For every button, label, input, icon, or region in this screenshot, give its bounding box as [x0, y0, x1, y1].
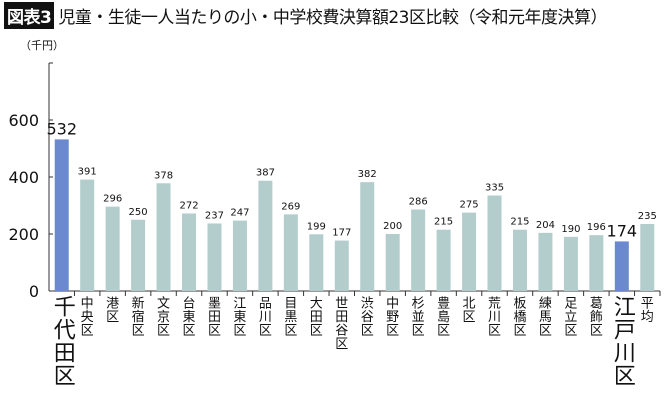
bar: [589, 235, 604, 291]
data-label: 335: [485, 183, 504, 194]
bar: [258, 180, 273, 291]
chart-title: 図表3 児童・生徒一人当たりの小・中学校費決算額23区比較（令和元年度決算）: [4, 1, 607, 29]
x-tick-label: 墨田区: [208, 296, 221, 338]
data-label: 269: [281, 201, 300, 212]
x-tick-label: 江東区: [233, 296, 246, 338]
data-label: 204: [536, 220, 555, 231]
x-tick-label: 大田区: [310, 296, 323, 338]
bar: [207, 223, 222, 291]
x-tick-label: 文京区: [157, 296, 170, 338]
data-label: 247: [230, 208, 249, 219]
bar: [309, 234, 324, 291]
bar: [232, 220, 247, 291]
data-label: 174: [607, 221, 638, 240]
data-label: 272: [179, 200, 198, 211]
title-text: 児童・生徒一人当たりの小・中学校費決算額23区比較（令和元年度決算）: [58, 7, 607, 28]
bar: [436, 229, 451, 291]
x-tick-label: 板橋区: [513, 296, 526, 338]
x-tick-label: 新宿区: [132, 295, 145, 338]
figure-badge: 図表3: [4, 1, 55, 29]
bar: [462, 212, 477, 291]
bar: [334, 240, 349, 291]
bar: [640, 224, 655, 291]
bar: [156, 183, 171, 291]
y-tick-label: 0: [29, 282, 39, 301]
bar: [512, 229, 527, 291]
x-tick-label: 平均: [641, 296, 654, 325]
x-tick-label: 北区: [463, 296, 476, 325]
data-label: 190: [561, 224, 580, 235]
data-label: 215: [510, 217, 529, 228]
bar: [385, 234, 400, 291]
x-tick-label-highlighted: 千代田区: [49, 295, 75, 387]
bar: [360, 182, 375, 291]
bar: [80, 179, 95, 291]
data-label: 532: [46, 119, 77, 138]
x-tick-label: 台東区: [183, 296, 196, 338]
bar: [182, 213, 197, 291]
x-tick-label: 中央区: [81, 296, 94, 338]
x-tick-label-highlighted: 江戸川区: [609, 295, 635, 387]
bar: [54, 139, 69, 291]
data-label: 391: [78, 167, 97, 178]
x-tick-label: 豊島区: [437, 296, 450, 338]
x-tick-label: 葛飾区: [590, 296, 603, 338]
y-tick-label: 600: [8, 111, 39, 130]
data-label: 382: [358, 169, 377, 180]
data-label: 237: [205, 210, 224, 221]
data-label: 235: [638, 211, 657, 222]
data-label: 296: [103, 194, 122, 205]
bar: [563, 236, 578, 291]
x-tick-label: 杉並区: [412, 296, 425, 338]
data-label: 200: [383, 221, 402, 232]
x-tick-label: 足立区: [564, 296, 577, 338]
x-tick-label: 荒川区: [488, 296, 501, 338]
bar: [105, 206, 120, 291]
data-label: 286: [409, 196, 428, 207]
x-tick-label: 練馬区: [539, 296, 552, 338]
x-tick-label: 渋谷区: [361, 296, 374, 338]
bar: [283, 214, 298, 291]
x-tick-label: 品川区: [259, 296, 272, 338]
bar: [487, 195, 502, 291]
y-tick-label: 200: [8, 225, 39, 244]
y-tick-label: 400: [8, 168, 39, 187]
bar: [614, 241, 629, 291]
data-label: 275: [460, 200, 479, 211]
x-tick-label: 目黒区: [284, 296, 297, 338]
y-axis-unit: （千円）: [20, 39, 64, 52]
data-label: 387: [256, 168, 275, 179]
data-label: 378: [154, 170, 173, 181]
x-tick-label: 世田谷区: [335, 296, 348, 352]
data-label: 196: [587, 222, 606, 233]
x-tick-label: 中野区: [386, 296, 399, 338]
bar: [131, 219, 146, 291]
x-tick-label: 港区: [106, 296, 119, 325]
data-label: 250: [129, 207, 148, 218]
data-label: 199: [307, 221, 326, 232]
data-label: 215: [434, 217, 453, 228]
bar: [538, 232, 553, 291]
data-label: 177: [332, 228, 351, 239]
bar: [411, 209, 426, 291]
